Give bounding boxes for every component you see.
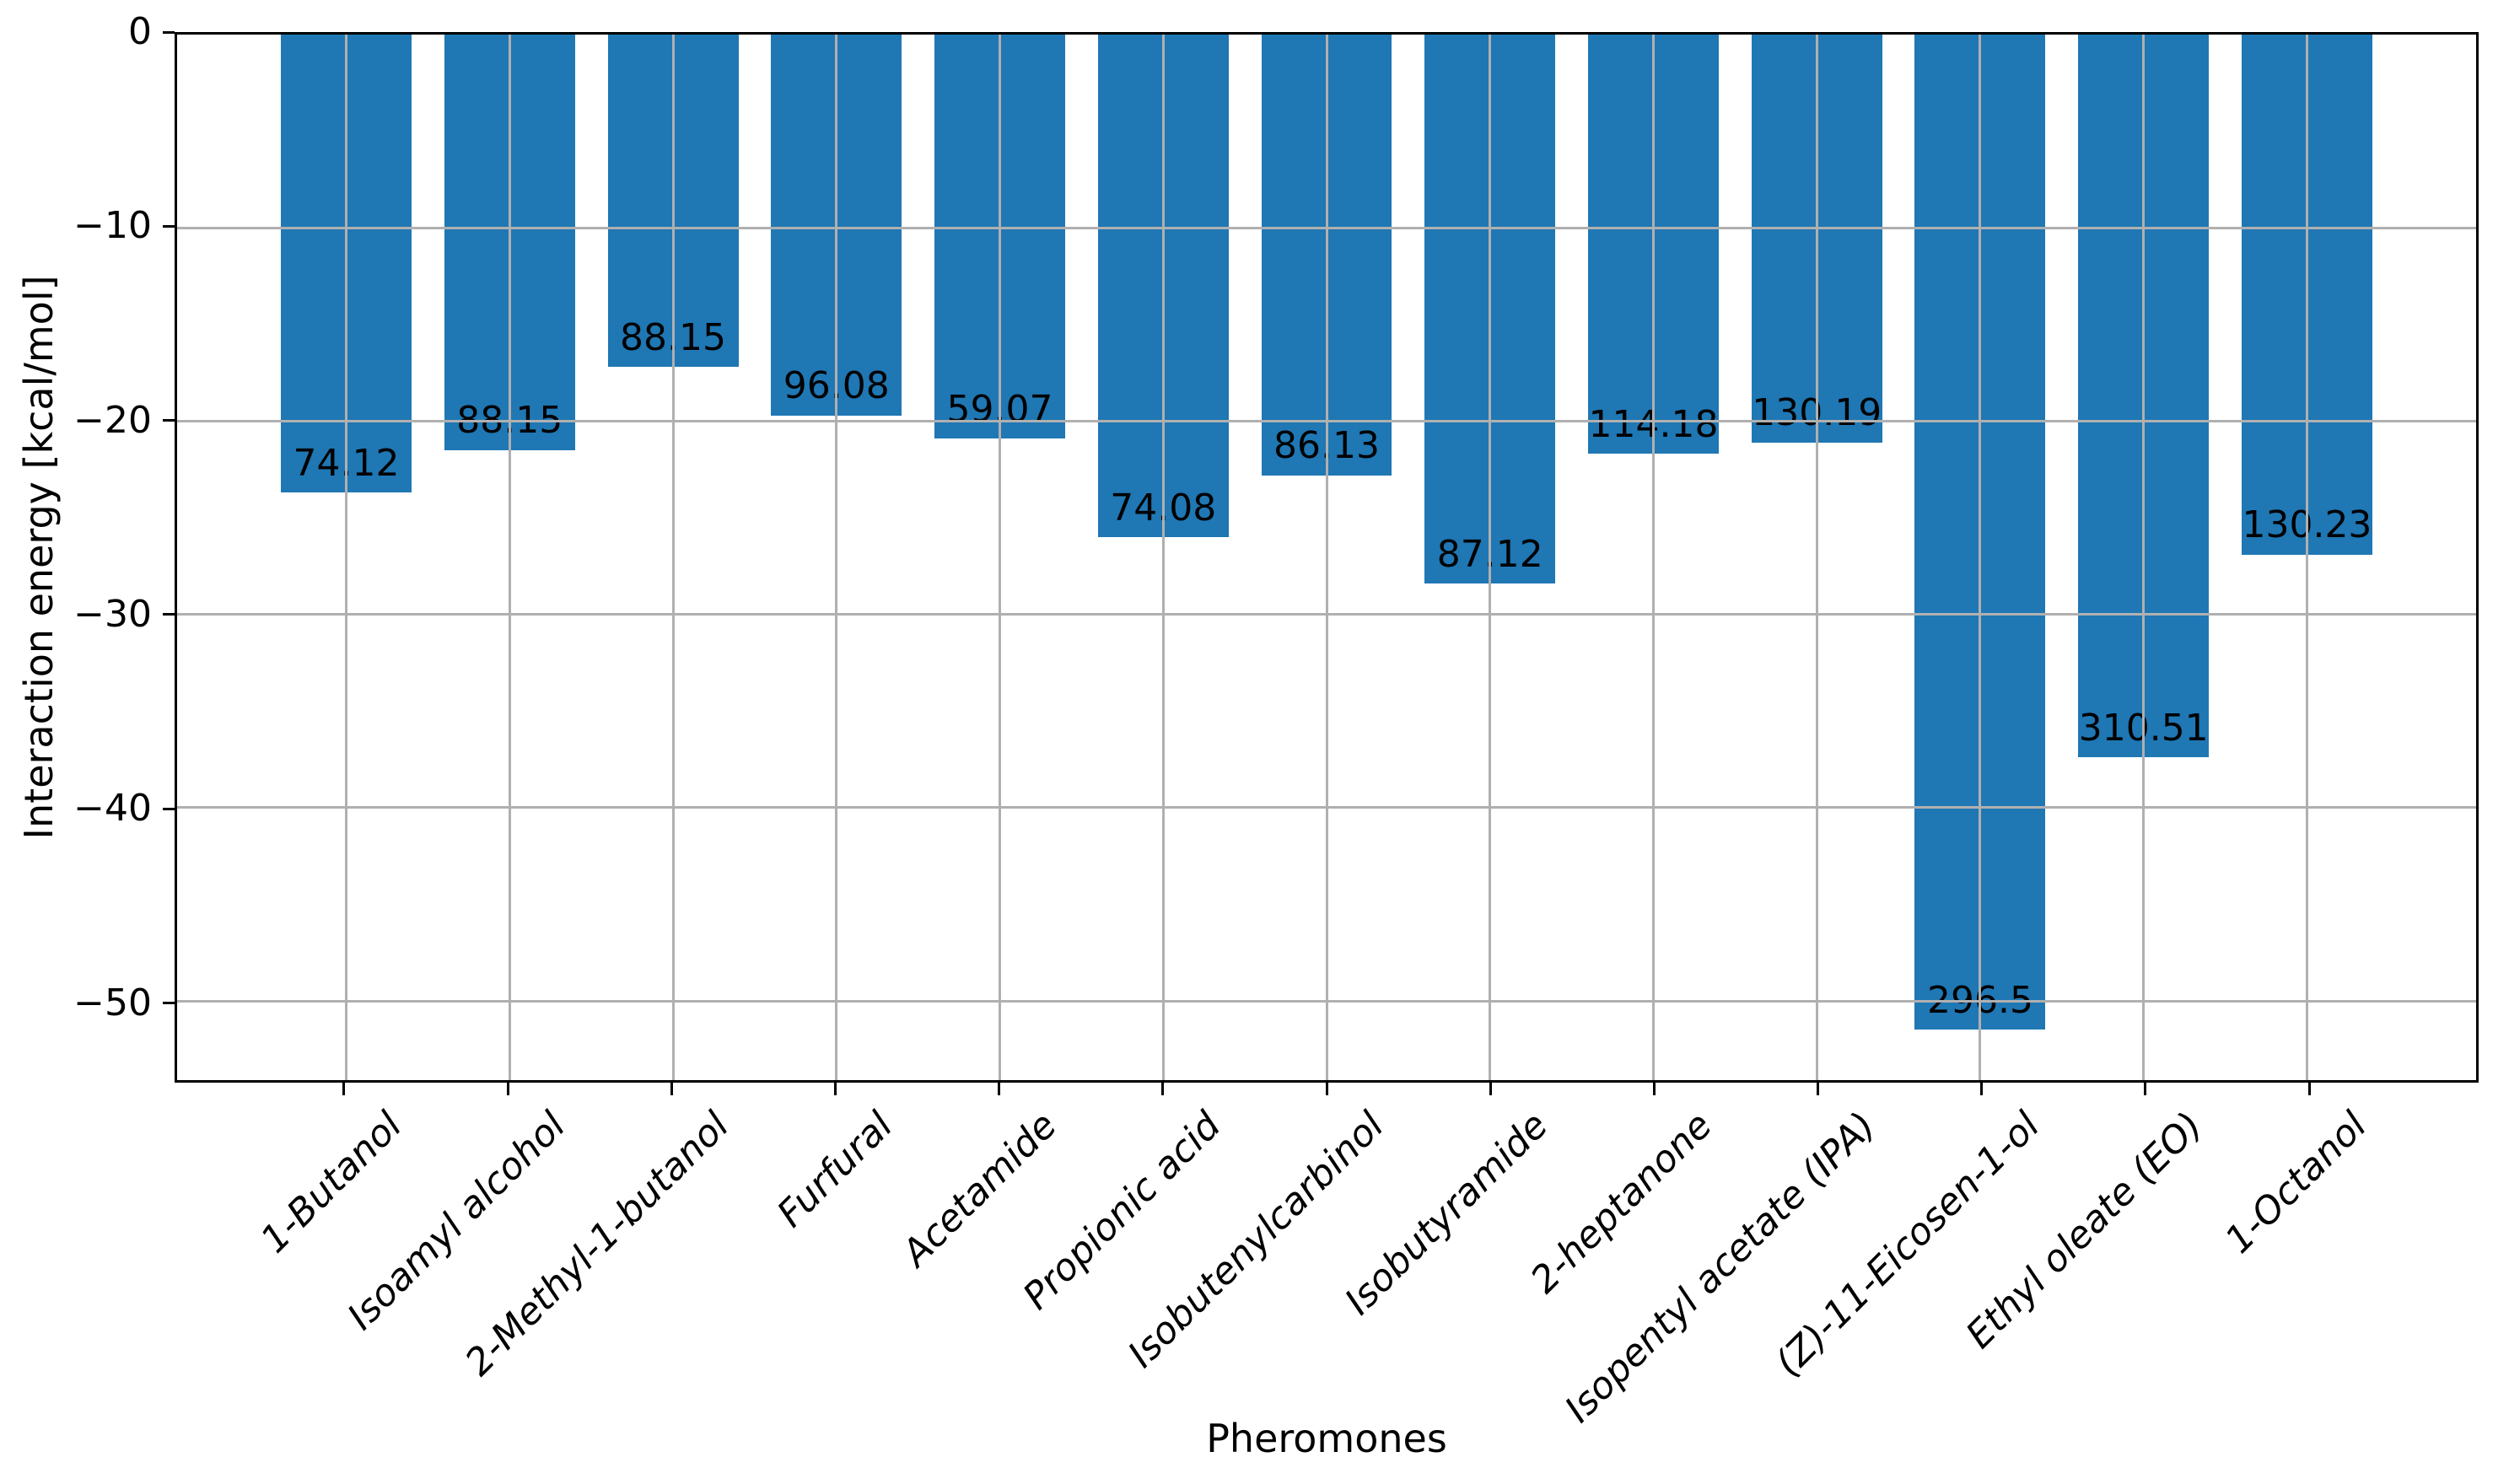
gridline-v xyxy=(2305,35,2308,1080)
gridline-v xyxy=(508,35,511,1080)
y-tick xyxy=(163,613,175,616)
y-axis-label: Interaction energy [kcal/mol] xyxy=(16,275,62,840)
x-tick xyxy=(1325,1083,1328,1095)
x-tick xyxy=(1161,1083,1165,1095)
gridline-v xyxy=(2142,35,2146,1080)
gridline-v xyxy=(1161,35,1165,1080)
gridline-h xyxy=(177,999,2476,1003)
y-tick xyxy=(163,807,175,810)
x-axis-label: Pheromones xyxy=(1206,1416,1447,1461)
x-tick xyxy=(1980,1083,1984,1095)
gridline-v xyxy=(671,35,675,1080)
x-tick-label: Furfural xyxy=(769,1104,902,1236)
x-tick xyxy=(342,1083,346,1095)
x-tick-label: 1-Octanol xyxy=(2216,1104,2376,1262)
y-tick xyxy=(163,1002,175,1005)
x-tick xyxy=(833,1083,837,1095)
gridline-v xyxy=(345,35,348,1080)
y-tick-label: −30 xyxy=(73,592,152,636)
x-tick xyxy=(1489,1083,1492,1095)
x-tick xyxy=(2144,1083,2147,1095)
y-tick xyxy=(163,224,175,228)
y-tick-label: −20 xyxy=(73,398,152,442)
y-tick-label: 0 xyxy=(128,10,152,53)
x-tick-label: Isopentyl acetate (IPA) xyxy=(1556,1104,1884,1432)
x-tick xyxy=(670,1083,673,1095)
y-tick-label: −40 xyxy=(73,787,152,831)
gridline-v xyxy=(1489,35,1492,1080)
x-tick xyxy=(1817,1083,1820,1095)
x-tick xyxy=(1652,1083,1656,1095)
x-tick xyxy=(2307,1083,2311,1095)
y-tick-label: −10 xyxy=(73,204,152,248)
x-tick xyxy=(506,1083,509,1095)
gridline-h xyxy=(177,806,2476,809)
gridline-v xyxy=(1651,35,1655,1080)
gridline-v xyxy=(1325,35,1328,1080)
gridline-h xyxy=(177,226,2476,229)
plot-area: 74.1288.1588.1596.0859.0774.0886.1387.12… xyxy=(175,32,2479,1083)
gridline-h xyxy=(177,419,2476,422)
gridline-v xyxy=(1979,35,1982,1080)
gridline-v xyxy=(835,35,838,1080)
y-tick xyxy=(163,30,175,34)
gridline-v xyxy=(1815,35,1818,1080)
gridline-v xyxy=(999,35,1001,1080)
x-tick xyxy=(998,1083,1001,1095)
gridline-h xyxy=(177,613,2476,616)
x-tick-label: Acetamide xyxy=(894,1104,1065,1275)
x-tick-label: 1-Butanol xyxy=(252,1104,411,1261)
y-tick-label: −50 xyxy=(73,981,152,1024)
y-tick xyxy=(163,419,175,422)
